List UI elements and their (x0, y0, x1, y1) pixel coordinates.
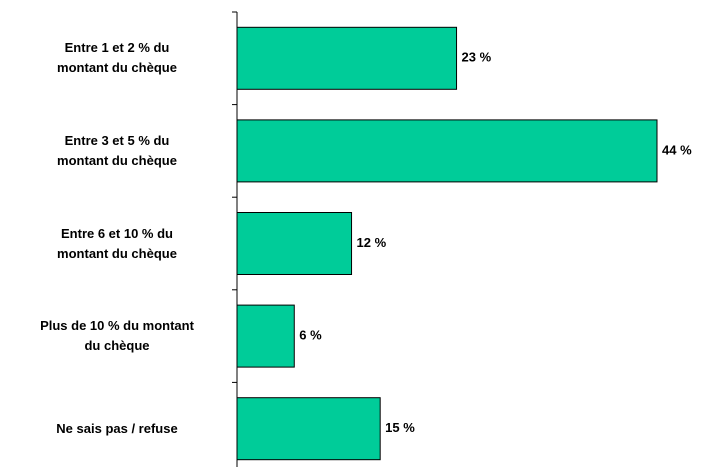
bar (236, 212, 353, 275)
bar (236, 397, 381, 461)
value-label: 44 % (662, 142, 692, 157)
category-label: Plus de 10 % du montant du chèque (40, 318, 194, 354)
value-label: 12 % (357, 235, 387, 250)
category-label: Ne sais pas / refuse (56, 420, 178, 436)
bar (236, 26, 458, 90)
value-label: 15 % (385, 420, 415, 435)
category-label: Entre 3 et 5 % du montant du chèque (57, 132, 177, 168)
value-label: 6 % (299, 328, 322, 343)
bar (236, 119, 658, 183)
category-label: Entre 6 et 10 % du montant du chèque (57, 225, 177, 261)
bar (236, 304, 295, 368)
value-label: 23 % (462, 50, 492, 65)
category-label: Entre 1 et 2 % du montant du chèque (57, 40, 177, 76)
